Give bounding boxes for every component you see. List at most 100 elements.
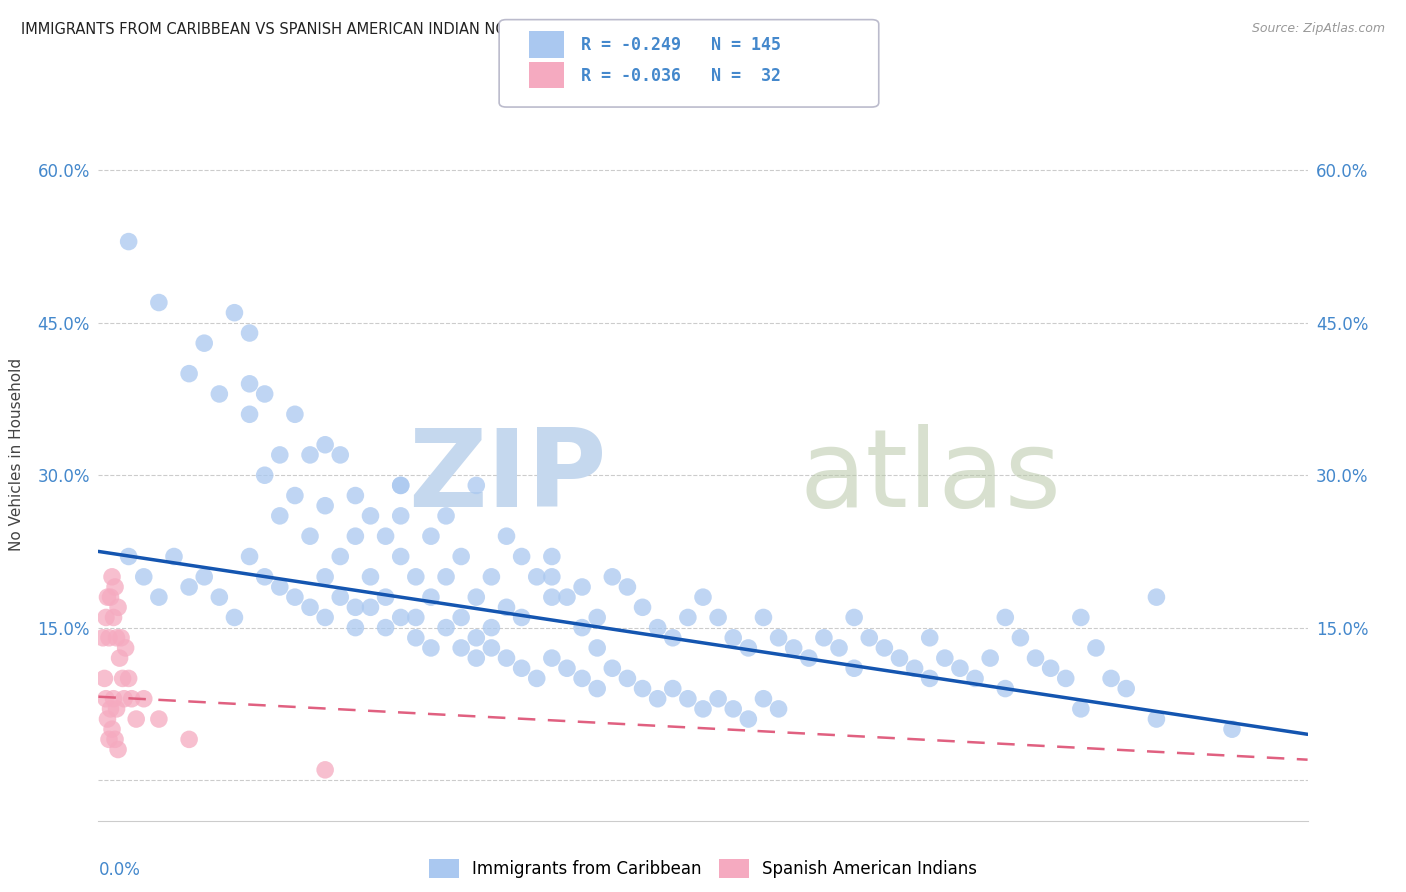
Point: [344, 529, 367, 543]
Point: [555, 661, 578, 675]
Point: [465, 631, 488, 645]
Point: [389, 549, 412, 564]
Point: [389, 610, 412, 624]
Point: [752, 610, 775, 624]
Point: [676, 610, 699, 624]
Point: [104, 732, 127, 747]
Point: [631, 681, 654, 696]
Y-axis label: No Vehicles in Household: No Vehicles in Household: [8, 359, 24, 551]
Point: [103, 610, 125, 624]
Point: [118, 549, 141, 564]
Point: [239, 549, 262, 564]
Point: [112, 691, 135, 706]
Point: [450, 610, 472, 624]
Point: [108, 651, 131, 665]
Text: R = -0.249   N = 145: R = -0.249 N = 145: [581, 37, 780, 54]
Point: [105, 702, 128, 716]
Point: [526, 570, 548, 584]
Point: [405, 631, 427, 645]
Text: Source: ZipAtlas.com: Source: ZipAtlas.com: [1251, 22, 1385, 36]
Point: [661, 681, 683, 696]
Point: [389, 508, 412, 523]
Point: [602, 661, 624, 675]
Point: [269, 448, 291, 462]
Point: [858, 631, 880, 645]
Point: [110, 631, 132, 645]
Point: [299, 529, 322, 543]
Point: [586, 610, 609, 624]
Point: [495, 529, 517, 543]
Point: [148, 295, 170, 310]
Point: [661, 631, 683, 645]
Point: [979, 651, 1001, 665]
Point: [737, 712, 759, 726]
Point: [1024, 651, 1046, 665]
Point: [707, 610, 730, 624]
Point: [107, 742, 129, 756]
Point: [111, 672, 134, 686]
Point: [616, 580, 638, 594]
Point: [1144, 590, 1167, 604]
Point: [224, 306, 246, 320]
Point: [450, 640, 472, 655]
Point: [314, 499, 336, 513]
Point: [737, 640, 759, 655]
Point: [949, 661, 972, 675]
Point: [104, 580, 127, 594]
Point: [96, 590, 118, 604]
Point: [813, 631, 835, 645]
Point: [465, 651, 488, 665]
Point: [465, 478, 488, 492]
Point: [360, 508, 382, 523]
Point: [132, 570, 155, 584]
Point: [889, 651, 911, 665]
Point: [94, 610, 117, 624]
Point: [193, 336, 215, 351]
Point: [344, 621, 367, 635]
Point: [224, 610, 246, 624]
Point: [374, 529, 396, 543]
Point: [1220, 723, 1243, 737]
Point: [284, 489, 307, 503]
Point: [1054, 672, 1077, 686]
Point: [994, 681, 1017, 696]
Point: [918, 672, 941, 686]
Point: [91, 631, 114, 645]
Point: [118, 235, 141, 249]
Point: [114, 640, 136, 655]
Point: [100, 590, 122, 604]
Point: [481, 570, 503, 584]
Point: [465, 590, 488, 604]
Point: [1010, 631, 1032, 645]
Point: [434, 570, 457, 584]
Point: [208, 387, 231, 401]
Point: [96, 712, 118, 726]
Point: [692, 590, 714, 604]
Point: [125, 712, 148, 726]
Point: [269, 508, 291, 523]
Text: atlas: atlas: [800, 424, 1062, 530]
Point: [314, 610, 336, 624]
Point: [707, 691, 730, 706]
Point: [179, 580, 201, 594]
Point: [844, 661, 866, 675]
Point: [994, 610, 1017, 624]
Point: [450, 549, 472, 564]
Point: [344, 600, 367, 615]
Point: [208, 590, 231, 604]
Point: [1070, 610, 1092, 624]
Point: [239, 407, 262, 421]
Point: [647, 621, 669, 635]
Point: [389, 478, 412, 492]
Point: [344, 489, 367, 503]
Text: R = -0.036   N =  32: R = -0.036 N = 32: [581, 67, 780, 85]
Point: [965, 672, 987, 686]
Point: [107, 600, 129, 615]
Point: [284, 407, 307, 421]
Point: [420, 529, 443, 543]
Point: [118, 672, 141, 686]
Point: [269, 580, 291, 594]
Point: [284, 590, 307, 604]
Point: [586, 640, 609, 655]
Point: [374, 590, 396, 604]
